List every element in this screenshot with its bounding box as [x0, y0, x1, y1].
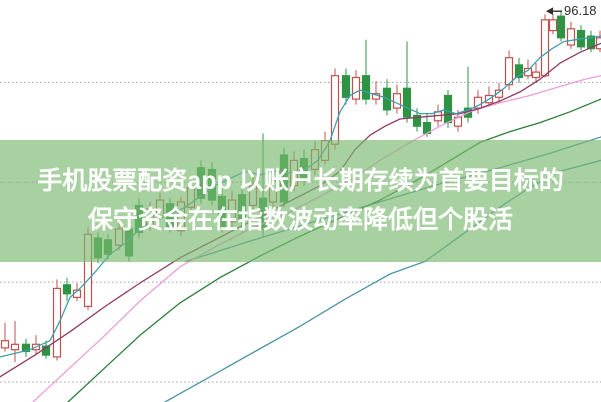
- price-annotation-label: 96.18: [564, 3, 597, 18]
- candle-body-up: [392, 93, 402, 109]
- candle-body-up: [595, 37, 601, 50]
- candle-body-up: [531, 71, 541, 79]
- candle-body-up: [504, 57, 514, 86]
- candle-body-down: [341, 75, 351, 98]
- candle-body-down: [443, 94, 453, 124]
- candle-body-down: [514, 64, 524, 79]
- candle-body-down: [556, 15, 566, 39]
- candle-body-up: [351, 76, 361, 100]
- candle-body-down: [402, 87, 412, 118]
- candle-body-up: [566, 28, 576, 46]
- candle-body-up: [10, 343, 20, 351]
- candle-body-up: [0, 340, 10, 349]
- candle-body-down: [21, 343, 31, 353]
- headline-overlay: 手机股票配资app 以账户长期存续为首要目标的 保守资金在在指数波动率降低但个股…: [0, 140, 601, 262]
- candle-body-down: [586, 35, 596, 50]
- ma-line-ma-maroon: [0, 42, 601, 378]
- candle-body-up: [540, 19, 550, 77]
- candle-body-up: [548, 19, 558, 32]
- candle-body-down: [62, 284, 72, 295]
- candle-body-up: [52, 287, 62, 358]
- candle-body-up: [494, 89, 504, 98]
- candle-body-down: [361, 75, 371, 100]
- headline-line-1: 手机股票配资app 以账户长期存续为首要目标的: [37, 167, 564, 195]
- annotation-arrow-head: [546, 7, 553, 15]
- headline-line-2: 保守资金在在指数波动率降低但个股活: [87, 206, 513, 234]
- candle-body-down: [412, 114, 422, 127]
